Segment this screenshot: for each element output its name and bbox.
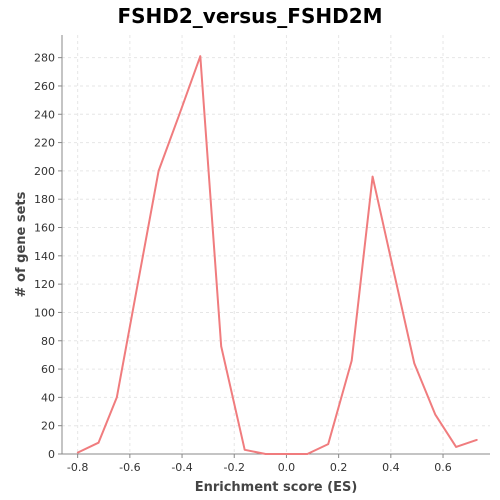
data-point — [157, 170, 160, 172]
chart-title: FSHD2_versus_FSHD2M — [117, 4, 383, 28]
data-point — [434, 413, 436, 416]
x-axis-title: Enrichment score (ES) — [195, 480, 358, 495]
data-point — [199, 55, 202, 58]
x-tick-label: -0.8 — [67, 461, 88, 474]
data-point — [178, 113, 181, 116]
data-point — [76, 451, 79, 454]
y-tick-label: 180 — [34, 193, 55, 206]
y-tick-label: 40 — [41, 391, 55, 404]
data-point — [264, 453, 267, 455]
y-tick-label: 80 — [41, 335, 55, 348]
x-tick-label: 0.2 — [330, 461, 348, 474]
data-point — [97, 441, 100, 444]
data-point — [476, 439, 478, 441]
y-tick-label: 220 — [34, 137, 55, 150]
data-point — [285, 453, 288, 455]
y-tick-label: 0 — [48, 448, 55, 461]
data-point — [350, 359, 353, 362]
y-tick-label: 280 — [34, 52, 55, 65]
x-tick-label: 0.0 — [278, 461, 296, 474]
y-tick-label: 200 — [34, 165, 55, 178]
data-point — [455, 446, 457, 448]
data-point — [392, 269, 395, 271]
y-tick-label: 160 — [34, 222, 55, 235]
data-point — [306, 453, 309, 455]
data-point — [371, 175, 374, 178]
data-point — [327, 443, 329, 445]
y-tick-labels: 0 20 40 60 80 100 120 140 160 180 200 220 240 260 280 — [34, 52, 55, 461]
y-tick-label: 100 — [34, 306, 55, 319]
x-tick-label: 0.6 — [434, 461, 452, 474]
y-tick-label: 20 — [41, 420, 55, 433]
data-point — [136, 283, 139, 285]
x-tick-label: 0.4 — [382, 461, 400, 474]
y-axis-title: # of gene sets — [14, 191, 29, 297]
axes — [58, 35, 490, 458]
series-layer — [76, 55, 478, 455]
data-point — [116, 396, 118, 399]
y-tick-label: 120 — [34, 278, 55, 291]
data-point — [243, 448, 246, 451]
x-tick-label: -0.4 — [171, 461, 192, 474]
x-tick-label: -0.2 — [224, 461, 245, 474]
data-point — [413, 362, 416, 365]
x-tick-label: -0.6 — [119, 461, 140, 474]
data-point — [220, 345, 222, 348]
y-tick-label: 60 — [41, 363, 55, 376]
y-tick-label: 140 — [34, 250, 55, 263]
y-tick-label: 240 — [34, 108, 55, 121]
y-tick-label: 260 — [34, 80, 55, 93]
x-tick-labels: -0.8 -0.6 -0.4 -0.2 0.0 0.2 0.4 0.6 — [67, 461, 452, 474]
series-line — [77, 55, 478, 455]
